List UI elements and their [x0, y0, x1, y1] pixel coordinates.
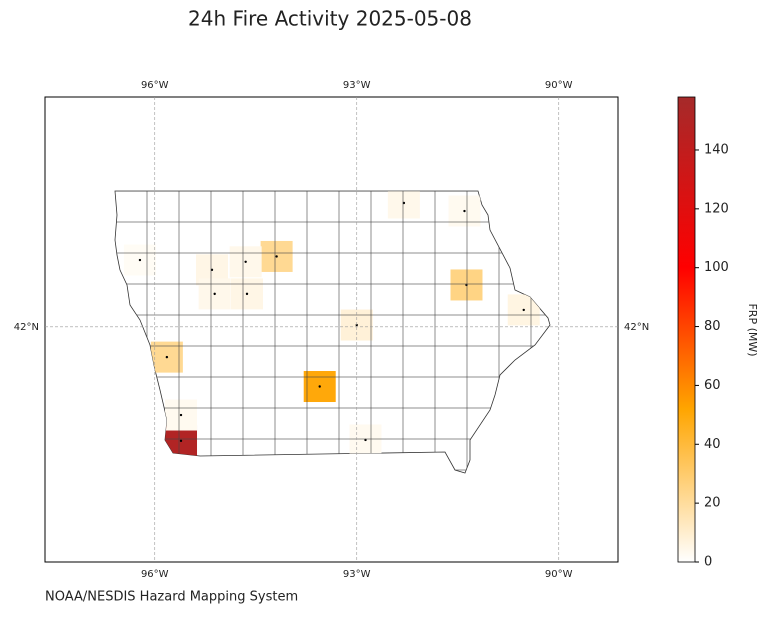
x-tick-label: 93°W: [343, 80, 371, 91]
colorbar-tick-label: 20: [704, 496, 721, 511]
colorbar-tick-label: 140: [704, 142, 729, 157]
graticule: [45, 97, 618, 562]
x-tick-label: 96°W: [141, 80, 169, 91]
colorbar-tick-label: 100: [704, 260, 729, 275]
x-tick-label: 90°W: [545, 569, 573, 580]
x-tick-label: 90°W: [545, 80, 573, 91]
colorbar: [677, 96, 696, 563]
colorbar-tick-label: 120: [704, 201, 729, 216]
y-tick-label: 42°N: [624, 322, 649, 333]
x-tick-label: 93°W: [343, 569, 371, 580]
colorbar-label: FRP (MW): [746, 303, 759, 356]
x-tick-label: 96°W: [141, 569, 169, 580]
chart-title: 24h Fire Activity 2025-05-08: [188, 7, 472, 31]
county-borders: [115, 191, 550, 473]
colorbar-tick-label: 60: [704, 378, 721, 393]
colorbar-tick-label: 40: [704, 437, 721, 452]
colorbar-tick-label: 80: [704, 319, 721, 334]
y-tick-label: 42°N: [14, 322, 39, 333]
credit: NOAA/NESDIS Hazard Mapping System: [45, 590, 298, 605]
colorbar-tick-label: 0: [704, 555, 712, 570]
